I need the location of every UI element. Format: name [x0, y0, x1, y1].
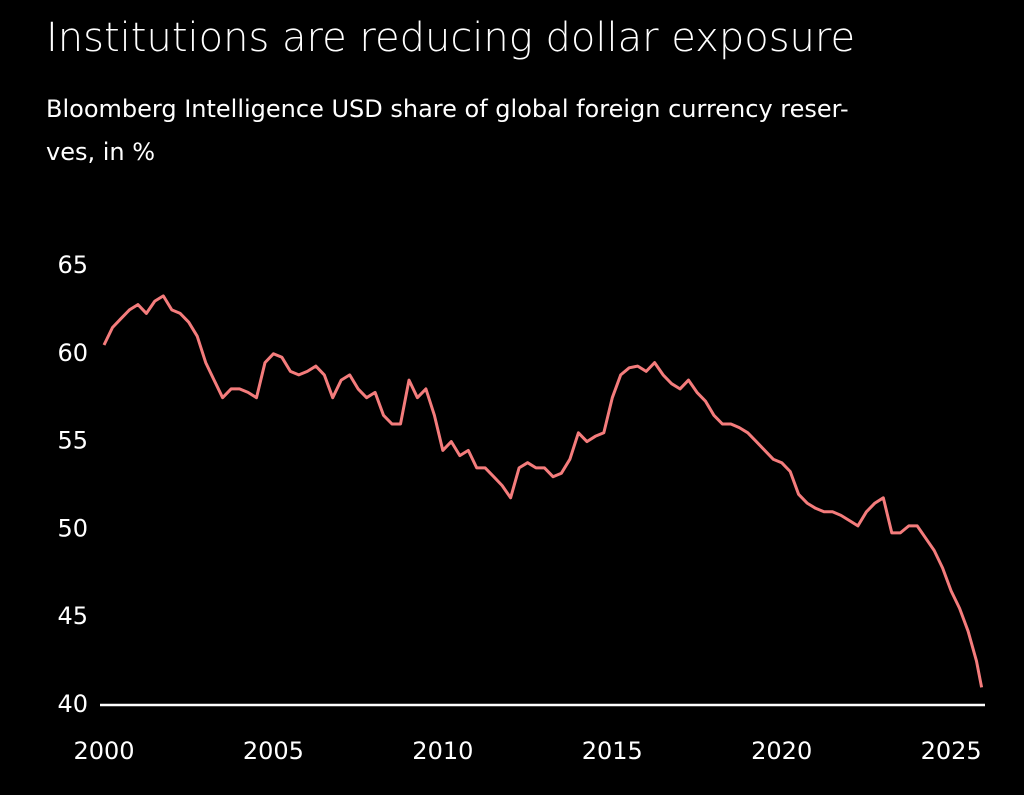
data-line — [102, 294, 984, 688]
x-tick-label: 2015 — [582, 737, 643, 765]
y-tick-label: 65 — [57, 251, 88, 279]
chart-subtitle: ves, in % — [46, 138, 155, 166]
chart-subtitle: Bloomberg Intelligence USD share of glob… — [46, 95, 849, 123]
x-tick-label: 2025 — [921, 737, 982, 765]
y-tick-label: 45 — [57, 602, 88, 630]
chart-title: Institutions are reducing dollar exposur… — [46, 15, 855, 61]
x-tick-label: 2020 — [751, 737, 812, 765]
y-tick-label: 50 — [57, 514, 88, 542]
y-tick-label: 40 — [57, 690, 88, 718]
x-tick-label: 2010 — [412, 737, 473, 765]
y-tick-label: 60 — [57, 339, 88, 367]
y-tick-label: 55 — [57, 427, 88, 455]
x-tick-label: 2005 — [243, 737, 304, 765]
x-tick-label: 2000 — [73, 737, 134, 765]
